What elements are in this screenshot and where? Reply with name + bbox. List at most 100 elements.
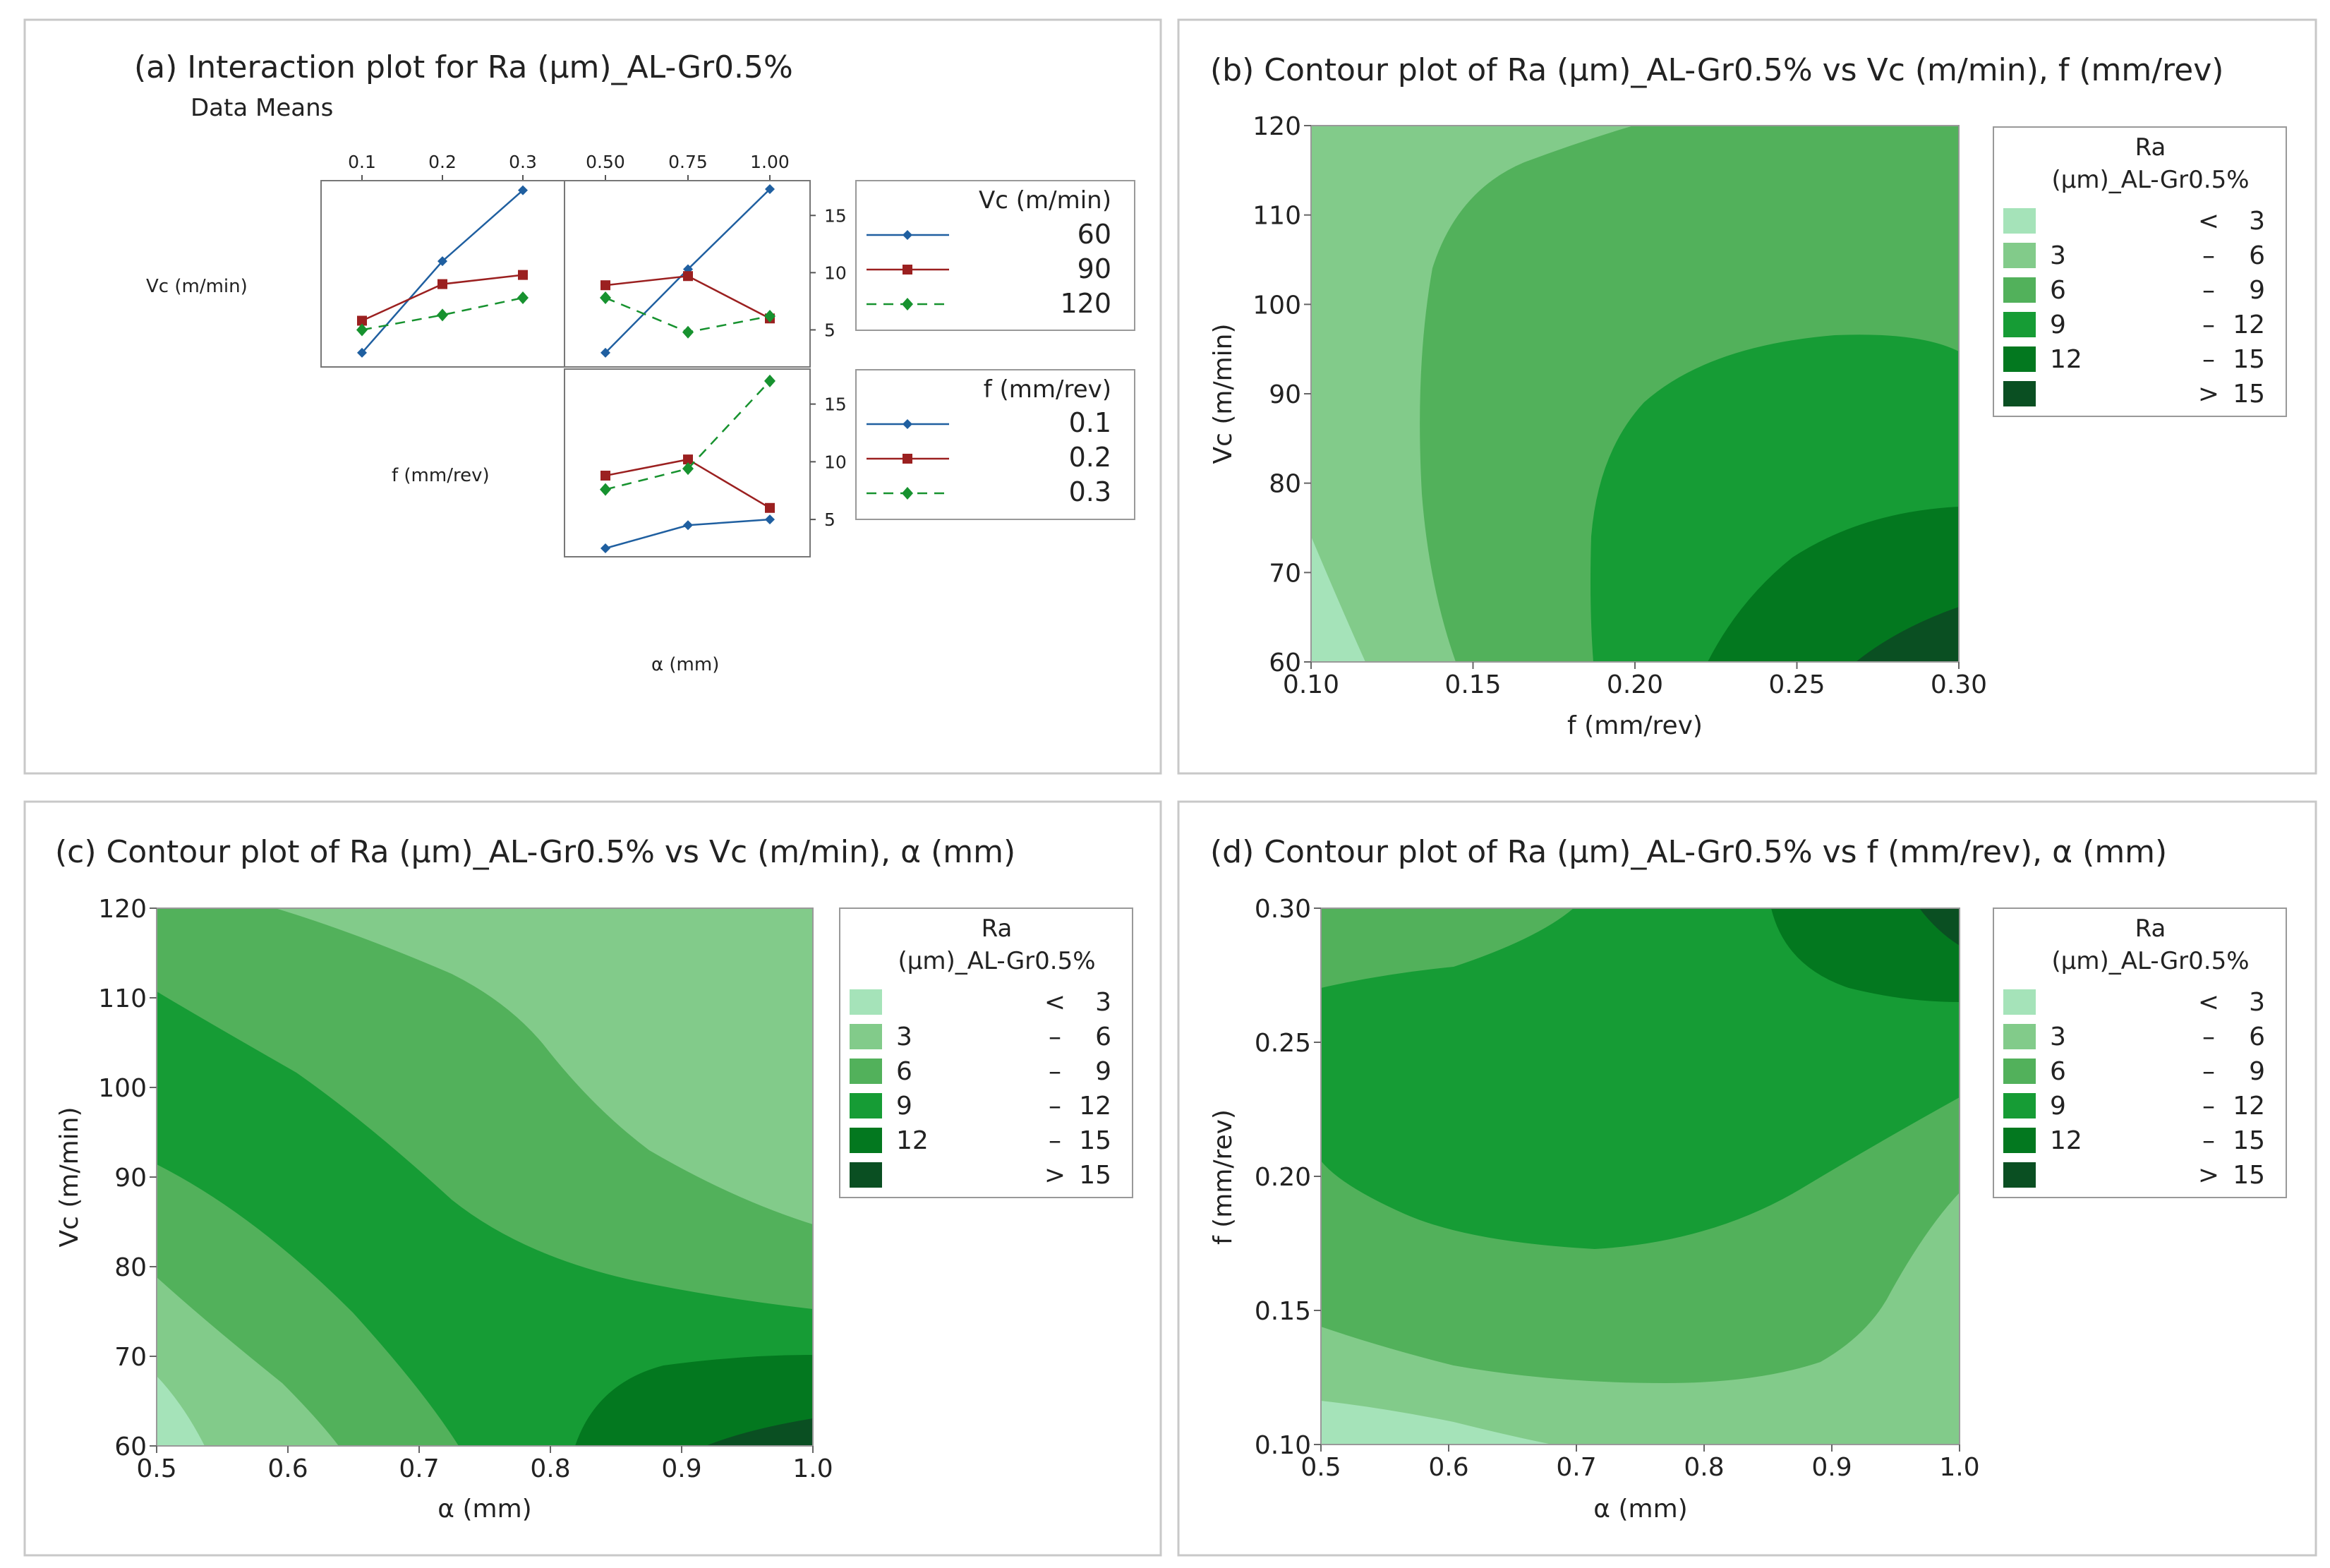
y-tick-label: 0.20 [1255,1163,1311,1192]
y-tick-label: 0.15 [1255,1297,1311,1326]
y-tick-label: 0.10 [1255,1431,1311,1460]
legend-high: 6 [2249,241,2265,270]
legend-subtitle: (μm)_AL-Gr0.5% [2051,166,2249,194]
legend-op: – [1049,1126,1061,1155]
data-point [764,310,775,322]
legend-low: 9 [2050,310,2066,339]
legend-op: – [1049,1092,1061,1121]
data-point [683,520,693,531]
data-point [517,291,529,305]
f-tick-label: 0.3 [509,152,537,172]
data-point [903,454,912,464]
y-tick-label: 120 [98,895,147,924]
y-tick-label: 80 [114,1253,147,1282]
legend-high: 15 [2233,1161,2265,1190]
x-tick-label: 0.6 [267,1454,308,1483]
facet-label-vc: Vc (m/min) [146,276,248,297]
data-point [902,298,913,310]
data-point [518,270,528,280]
legend-high: 3 [1095,988,1111,1017]
legend-op: > [1044,1161,1066,1190]
data-point [764,374,775,387]
legend-swatch [850,1128,882,1153]
contour-region [1919,908,1960,946]
panel-a: (a) Interaction plot for Ra (μm)_AL-Gr0.… [23,18,1162,775]
contour-region [1771,908,1960,1002]
panel-a-title: (a) Interaction plot for Ra (μm)_AL-Gr0.… [134,49,793,85]
legend-high: 15 [1079,1126,1111,1155]
contour-region [1708,507,1959,662]
data-point [765,502,775,513]
facet-label-alpha: α (mm) [651,654,719,675]
legend-high: 9 [1095,1057,1111,1086]
legend-low: 12 [896,1126,929,1155]
x-tick-label: 0.6 [1428,1453,1468,1482]
legend-high: 15 [2233,345,2265,374]
legend-swatch [2003,1162,2036,1188]
legend-op: < [1044,988,1066,1017]
legend-vc-box [855,180,1135,331]
y-tick-label: 80 [1269,470,1301,499]
legend-swatch [850,1024,882,1049]
contour-region [1311,536,1365,662]
legend-swatch [2003,243,2036,268]
legend-box [839,907,1133,1198]
legend-op: – [2202,276,2215,305]
y-tick-label: 15 [824,205,847,226]
y-tick-label: 110 [1252,202,1301,231]
alpha-tick-labels: 0.50 0.75 1.00 [586,152,790,172]
contour-region [1321,1193,1960,1445]
contour-b-xlabel: f (mm/rev) [1567,711,1703,740]
data-point [600,470,610,481]
legend-swatch [850,1162,882,1188]
legend-vc-title: Vc (m/min) [979,186,1111,215]
x-tick-label: 0.8 [530,1454,570,1483]
y-tick-label: 70 [114,1343,147,1372]
interaction-series-f-by-alpha [600,374,775,553]
legend-title: Ra [982,915,1013,943]
legend-op: – [2202,241,2215,270]
x-tick-label: 0.5 [1300,1453,1341,1482]
contour-region [706,1418,813,1446]
legend-swatch [2003,208,2036,234]
x-tick-label: 0.7 [399,1454,439,1483]
contour-d-xlabel: α (mm) [1593,1495,1687,1524]
contour-c-ylabel: Vc (m/min) [55,1106,84,1247]
legend-vc-entry: 120 [1060,288,1111,319]
legend-op: – [2202,1057,2215,1086]
y-tick-label: 15 [824,394,847,415]
series-line [361,296,524,331]
x-tick-label: 0.30 [1931,670,1987,699]
interaction-series-vc-by-alpha [600,184,775,358]
y-tick-label: 5 [824,509,835,530]
legend-op: > [2198,1161,2219,1190]
legend-high: 15 [2233,380,2265,409]
legend-low: 6 [896,1057,912,1086]
legend-swatch [850,989,882,1015]
panel-a-subtitle: Data Means [191,94,333,122]
y-tick-label: 60 [114,1433,147,1461]
legend-op: – [1049,1023,1061,1051]
legend-op: < [2198,207,2219,236]
data-point [765,514,775,525]
legend-low: 3 [896,1023,912,1051]
x-tick-label: 1.0 [792,1454,833,1483]
legend-high: 3 [2249,207,2265,236]
legend-swatch [2003,312,2036,337]
legend-high: 6 [1095,1023,1111,1051]
legend-f-samples [867,419,949,500]
legend-swatch [2003,1128,2036,1153]
legend-low: 6 [2050,1057,2066,1086]
legend-high: 12 [2233,310,2265,339]
data-point [437,256,447,267]
legend-high: 15 [2233,1126,2265,1155]
data-point [903,230,912,240]
legend-high: 6 [2249,1023,2265,1051]
legend-op: – [2202,1023,2215,1051]
contour-c-xlabel: α (mm) [437,1495,531,1524]
legend-op: – [2202,345,2215,374]
panel-b: (b) Contour plot of Ra (μm)_AL-Gr0.5% vs… [1177,18,2317,775]
data-point [600,543,610,553]
